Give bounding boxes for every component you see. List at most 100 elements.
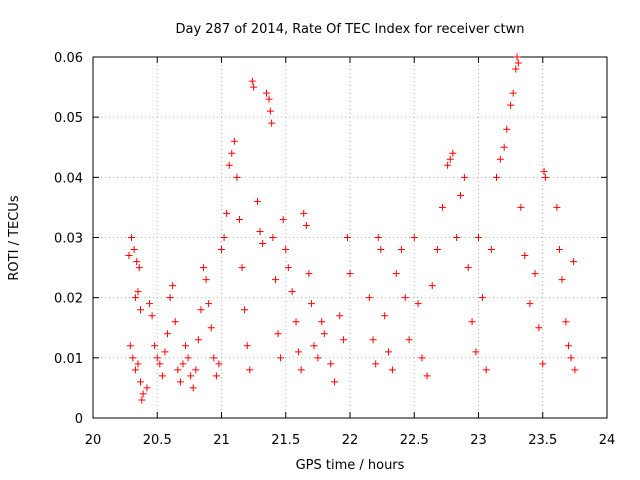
- data-point: [284, 264, 292, 272]
- data-point: [146, 300, 154, 308]
- data-point: [268, 119, 276, 127]
- x-tick-label: 24: [599, 433, 616, 448]
- data-point: [392, 270, 400, 278]
- data-point: [517, 203, 525, 211]
- data-point: [541, 173, 549, 181]
- data-point: [250, 83, 258, 91]
- data-point: [266, 107, 274, 115]
- data-point: [535, 324, 543, 332]
- data-point: [143, 384, 151, 392]
- data-point: [134, 360, 142, 368]
- data-point: [192, 366, 200, 374]
- data-point: [207, 324, 215, 332]
- data-point: [218, 246, 225, 254]
- data-point: [210, 354, 218, 362]
- y-tick-label: 0.05: [54, 111, 83, 126]
- data-point: [238, 264, 246, 272]
- data-point: [288, 288, 296, 296]
- data-point: [305, 270, 313, 278]
- data-point: [410, 234, 418, 241]
- data-point: [377, 246, 385, 254]
- data-point: [295, 348, 303, 356]
- data-point: [233, 173, 241, 181]
- data-point: [457, 191, 465, 199]
- data-point: [314, 354, 322, 362]
- data-point: [253, 197, 261, 205]
- data-point: [134, 288, 142, 296]
- data-point: [374, 234, 382, 241]
- y-axis-label: ROTI / TECUs: [7, 195, 22, 280]
- data-point: [131, 294, 139, 302]
- data-point: [496, 155, 504, 163]
- data-point: [164, 330, 172, 338]
- data-point: [446, 155, 454, 163]
- data-point: [158, 372, 166, 380]
- data-point: [365, 294, 373, 302]
- data-point: [509, 89, 517, 97]
- data-point: [540, 167, 548, 175]
- data-point: [526, 300, 534, 308]
- data-point: [468, 318, 476, 326]
- data-point: [418, 354, 426, 362]
- data-point: [310, 342, 318, 350]
- data-point: [514, 59, 522, 67]
- data-point: [340, 336, 348, 344]
- data-point: [320, 330, 328, 338]
- data-point: [449, 149, 457, 157]
- data-point: [336, 312, 344, 320]
- data-point: [292, 318, 300, 326]
- x-tick-label: 22: [342, 433, 359, 448]
- data-point: [184, 354, 192, 362]
- data-point: [507, 101, 515, 109]
- data-point: [230, 137, 238, 145]
- x-axis-label: GPS time / hours: [296, 458, 405, 473]
- data-point: [300, 209, 308, 217]
- data-point: [492, 173, 500, 181]
- data-point: [128, 234, 136, 241]
- data-point: [277, 354, 285, 362]
- data-point: [297, 366, 305, 374]
- data-point: [282, 246, 290, 254]
- data-point: [444, 161, 452, 169]
- data-point: [307, 300, 315, 308]
- data-point: [500, 143, 508, 151]
- data-point: [472, 348, 480, 356]
- data-point: [372, 360, 380, 368]
- data-point: [405, 336, 413, 344]
- y-tick-label: 0.02: [54, 292, 83, 307]
- data-point: [179, 360, 187, 368]
- data-point: [464, 264, 472, 272]
- data-point: [269, 234, 277, 241]
- data-point: [133, 258, 141, 266]
- data-point: [433, 246, 441, 254]
- y-tick-label: 0.01: [54, 352, 83, 367]
- data-point: [205, 300, 213, 308]
- data-point: [369, 336, 377, 344]
- data-point: [194, 336, 202, 344]
- data-point: [212, 372, 220, 380]
- data-point: [460, 173, 468, 181]
- data-point: [331, 378, 339, 386]
- data-point: [553, 203, 561, 211]
- y-tick-label: 0.04: [54, 171, 83, 186]
- data-point: [241, 306, 249, 314]
- data-point: [137, 306, 145, 314]
- data-point: [215, 360, 223, 368]
- data-point: [453, 234, 461, 241]
- data-point: [182, 342, 190, 350]
- x-tick-label: 21: [213, 433, 230, 448]
- data-point: [148, 312, 156, 320]
- data-point: [475, 234, 482, 241]
- data-point: [564, 342, 572, 350]
- data-point: [521, 252, 529, 260]
- data-point: [246, 366, 254, 374]
- data-point: [562, 318, 570, 326]
- data-point: [531, 270, 539, 278]
- data-point: [220, 234, 228, 241]
- data-point: [137, 378, 145, 386]
- data-point: [166, 294, 174, 302]
- data-point: [343, 234, 351, 241]
- x-tick-label: 23.5: [528, 433, 557, 448]
- data-point: [397, 246, 405, 254]
